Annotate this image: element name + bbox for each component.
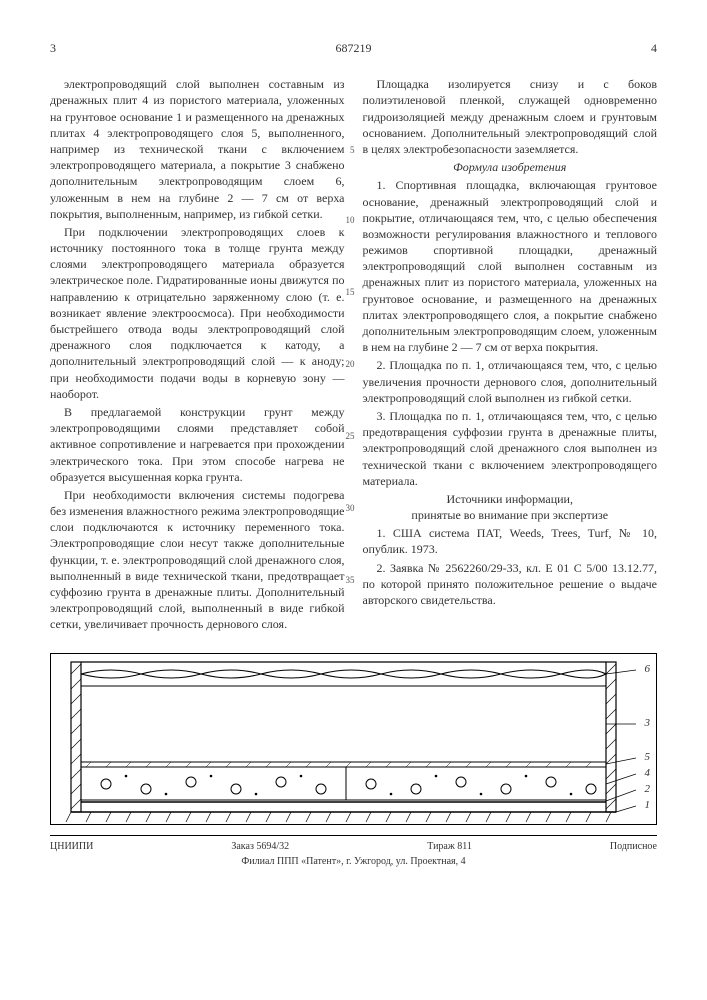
fig-label-4: 4	[645, 766, 651, 781]
footer-tirazh: Тираж 811	[427, 840, 472, 854]
line-num: 15	[346, 286, 355, 298]
footer-line1: ЦНИИПИ Заказ 5694/32 Тираж 811 Подписное	[50, 835, 657, 854]
fig-label-6: 6	[645, 662, 651, 677]
line-num: 25	[346, 430, 355, 442]
paragraph: При необходимости включения системы подо…	[50, 487, 345, 633]
paragraph: При подключении электропроводящих слоев …	[50, 224, 345, 402]
footer-org: ЦНИИПИ	[50, 840, 93, 854]
column-right: Площадка изолируется снизу и с боков пол…	[363, 76, 658, 634]
fig-label-2: 2	[645, 782, 651, 797]
footer-order: Заказ 5694/32	[231, 840, 289, 854]
claim: 1. Спортивная площадка, включающая грунт…	[363, 177, 658, 355]
line-num: 30	[346, 502, 355, 514]
reference: 2. Заявка № 2562260/29-33, кл. E 01 C 5/…	[363, 560, 658, 609]
page-header: 3 687219 4	[50, 40, 657, 56]
claim: 2. Площадка по п. 1, отличающаяся тем, ч…	[363, 357, 658, 406]
figure-svg	[51, 654, 656, 824]
text-columns: 5 10 15 20 25 30 35 электропроводящий сл…	[50, 76, 657, 634]
column-left: 5 10 15 20 25 30 35 электропроводящий сл…	[50, 76, 345, 634]
paragraph: электропроводящий слой выполнен составны…	[50, 76, 345, 222]
formula-heading: Формула изобретения	[363, 159, 658, 175]
line-num: 10	[346, 214, 355, 226]
doc-number: 687219	[336, 41, 372, 55]
footer-line2: Филиал ППП «Патент», г. Ужгород, ул. Про…	[50, 855, 657, 869]
page-num-right: 4	[651, 40, 657, 56]
fig-label-1: 1	[645, 798, 651, 813]
footer-sub: Подписное	[610, 840, 657, 854]
line-num: 20	[346, 358, 355, 370]
fig-label-5: 5	[645, 750, 651, 765]
paragraph: В предлагаемой конструкции грунт между э…	[50, 404, 345, 485]
line-num: 5	[350, 144, 355, 156]
fig-label-3: 3	[645, 716, 651, 731]
line-num: 35	[346, 574, 355, 586]
references-heading: Источники информации, принятые во вниман…	[363, 491, 658, 523]
page-num-left: 3	[50, 40, 56, 56]
cross-section-figure: 6 3 5 4 2 1	[50, 653, 657, 825]
paragraph: Площадка изолируется снизу и с боков пол…	[363, 76, 658, 157]
reference: 1. США система ПАТ, Weeds, Trees, Turf, …	[363, 525, 658, 557]
claim: 3. Площадка по п. 1, отличающаяся тем, ч…	[363, 408, 658, 489]
